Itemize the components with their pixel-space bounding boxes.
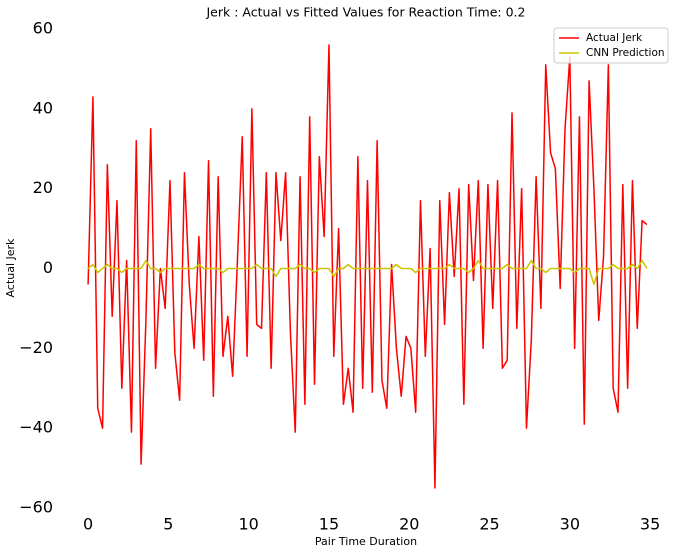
legend-box	[553, 27, 669, 64]
legend-label: CNN Prediction	[586, 47, 665, 59]
legend: Actual Jerk CNN Prediction	[553, 27, 669, 64]
y-tick-label: −20	[19, 338, 53, 357]
x-axis-label: Pair Time Duration	[315, 535, 417, 548]
y-tick-label: 20	[33, 178, 53, 197]
legend-label: Actual Jerk	[586, 32, 643, 44]
x-tick-label: 35	[640, 515, 660, 534]
y-tick-label: 0	[43, 258, 53, 277]
x-tick-label: 0	[83, 515, 93, 534]
x-tick-label: 15	[319, 515, 339, 534]
chart-title: Jerk : Actual vs Fitted Values for React…	[206, 5, 526, 20]
x-tick-label: 30	[560, 515, 580, 534]
y-axis-label: Actual Jerk	[4, 238, 17, 297]
x-tick-label: 10	[238, 515, 258, 534]
data-line	[87, 259, 648, 286]
y-tick-label: −40	[19, 418, 53, 437]
data-line	[87, 44, 648, 489]
x-tick-label: 5	[163, 515, 173, 534]
x-tick-label: 20	[399, 515, 419, 534]
y-tick-label: 60	[33, 19, 53, 38]
x-tick-label: 25	[479, 515, 499, 534]
y-tick-label: 40	[33, 98, 53, 117]
y-tick-label: −60	[19, 498, 53, 517]
